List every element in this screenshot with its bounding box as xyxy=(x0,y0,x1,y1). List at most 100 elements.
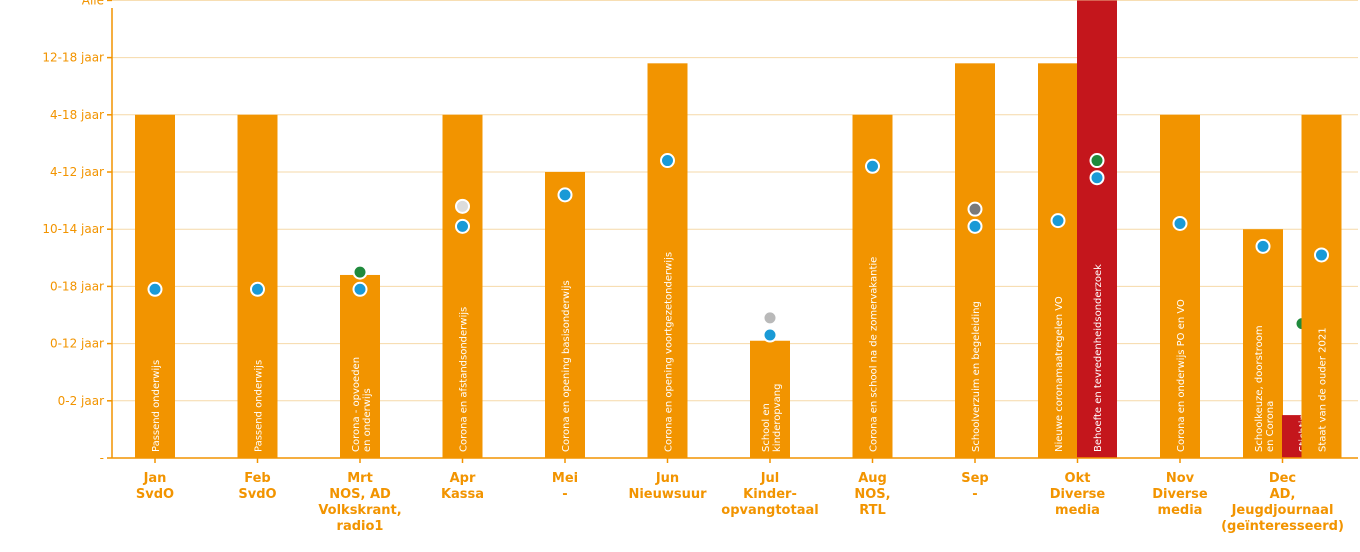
source-label: - xyxy=(972,487,977,502)
marker-dot xyxy=(1050,213,1066,229)
bar-label-line: Corona en afstandsonderwijs xyxy=(459,307,470,452)
source-label: (geïnteresseerd) xyxy=(1221,519,1344,534)
bar xyxy=(1038,63,1078,458)
bar-label-line: Behoefte en tevredenheidsonderzoek xyxy=(1093,264,1104,452)
month-label: Okt xyxy=(1065,471,1091,486)
bar-label: Schoolkeuze, doorstroomen Corona xyxy=(1254,325,1276,452)
bar xyxy=(340,274,380,458)
marker-dot xyxy=(147,281,163,297)
bar-label-line: Staat van de ouder 2021 xyxy=(1318,327,1329,452)
source-label: media xyxy=(1158,503,1203,518)
marker-dot xyxy=(967,201,983,217)
marker-dot xyxy=(455,218,470,234)
source-label: Diverse xyxy=(1152,487,1208,502)
bar-label-line: School en xyxy=(761,403,772,452)
y-axis: - 0-2 jaar 0-12 jaar 0-18 jaar 10-14 jaar 4-1… xyxy=(42,0,113,465)
source-label: - xyxy=(562,487,567,502)
month-label: Sep xyxy=(961,471,989,486)
bar-label-line: Corona en opening basisonderwijs xyxy=(561,280,572,452)
source-label: Diverse xyxy=(1050,487,1106,502)
month-label: Jul xyxy=(760,471,780,486)
source-label: Nieuwsuur xyxy=(628,487,707,502)
bars: Passend onderwijs Passend onderwijs Corona… xyxy=(135,0,1342,459)
marker-dot xyxy=(762,327,778,343)
marker-dot xyxy=(455,198,470,214)
y-tick-label: 0-18 jaar xyxy=(50,279,104,293)
y-tick-label: - xyxy=(100,451,104,465)
month-label: Feb xyxy=(244,471,270,486)
bar-label: Corona en school na de zomervakantie xyxy=(869,257,880,452)
month-label: Apr xyxy=(450,471,476,486)
marker-dot xyxy=(352,264,368,280)
bar-label: Corona en opening voortgezetonderwijs xyxy=(664,252,675,452)
bar xyxy=(1301,114,1342,459)
marker-dot xyxy=(1089,153,1105,169)
source-label: Volkskrant, xyxy=(318,503,401,518)
marker-dot xyxy=(352,281,368,297)
marker-dot xyxy=(762,310,778,326)
month-label: Jan xyxy=(143,471,167,486)
marker-dot xyxy=(1314,247,1329,263)
bar xyxy=(955,63,995,458)
bar-label: Schoolverzuim en begeleiding xyxy=(971,301,982,452)
bar-label: Corona en onderwijs PO en VO xyxy=(1176,299,1187,452)
bar-label: Corona en afstandsonderwijs xyxy=(459,307,470,452)
source-label: opvangtotaal xyxy=(721,503,818,518)
bar-label: Passend onderwijs xyxy=(254,360,265,452)
marker-dot xyxy=(1089,170,1105,186)
marker-dot xyxy=(660,153,675,169)
bar xyxy=(750,340,790,458)
month-label: Mei xyxy=(552,471,578,486)
source-label: NOS, xyxy=(854,487,890,502)
y-tick-label: 4-18 jaar xyxy=(50,108,104,122)
y-tick-label: Alle xyxy=(82,0,104,7)
bar xyxy=(647,63,688,458)
bar-label-line: Corona - opvoeden xyxy=(351,357,362,452)
month-label: Dec xyxy=(1269,471,1296,486)
source-label: SvdO xyxy=(238,487,276,502)
y-tick-label: 10-14 jaar xyxy=(42,222,104,236)
marker-dot xyxy=(1255,238,1271,254)
source-label: Kassa xyxy=(441,487,484,502)
bar-label: Staat van de ouder 2021 xyxy=(1318,327,1329,452)
source-label: SvdO xyxy=(136,487,174,502)
source-label: NOS, AD xyxy=(329,487,391,502)
month-label: Jun xyxy=(655,471,679,486)
month-label: Aug xyxy=(858,471,887,486)
bar-label-line: Corona en onderwijs PO en VO xyxy=(1176,299,1187,452)
marker-dot xyxy=(250,281,265,297)
bar-label-line: Corona en opening voortgezetonderwijs xyxy=(664,252,675,452)
source-label: radio1 xyxy=(337,519,384,534)
marker-dot xyxy=(967,218,983,234)
y-tick-label: 4-12 jaar xyxy=(50,165,104,179)
month-label: Nov xyxy=(1166,471,1195,486)
bar-label-line: Schoolkeuze, doorstroom xyxy=(1254,325,1265,452)
source-label: Kinder- xyxy=(743,487,797,502)
marker-dot xyxy=(865,158,880,174)
bar-label-line: kinderopvang xyxy=(772,384,783,453)
month-label: Mrt xyxy=(347,471,373,486)
bar-label-line: Passend onderwijs xyxy=(254,360,265,452)
marker-dot xyxy=(1172,215,1188,231)
y-tick-label: 0-12 jaar xyxy=(50,337,104,351)
bar xyxy=(1243,229,1283,458)
source-label: AD, xyxy=(1270,487,1296,502)
bar-label: Corona - opvoedenen onderwijs xyxy=(351,357,373,452)
bar-label: Behoefte en tevredenheidsonderzoek xyxy=(1093,264,1104,452)
bar-label-line: Passend onderwijs xyxy=(151,360,162,452)
bar-label-line: Nieuwe coronamaatregelen VO xyxy=(1054,296,1065,452)
source-label: RTL xyxy=(859,503,886,518)
bar xyxy=(545,172,585,458)
bar-label-line: Schoolverzuim en begeleiding xyxy=(971,301,982,452)
y-tick-label: 12-18 jaar xyxy=(42,51,104,65)
bar xyxy=(1160,114,1200,459)
bar-label: Passend onderwijs xyxy=(151,360,162,452)
bar xyxy=(442,114,483,459)
bar-label-line: en Corona xyxy=(1265,401,1276,452)
bar-label-line: en onderwijs xyxy=(362,388,373,452)
source-label: media xyxy=(1055,503,1100,518)
bar xyxy=(1077,0,1117,459)
gridlines xyxy=(112,0,1358,402)
source-label: Jeugdjournaal xyxy=(1231,503,1334,518)
